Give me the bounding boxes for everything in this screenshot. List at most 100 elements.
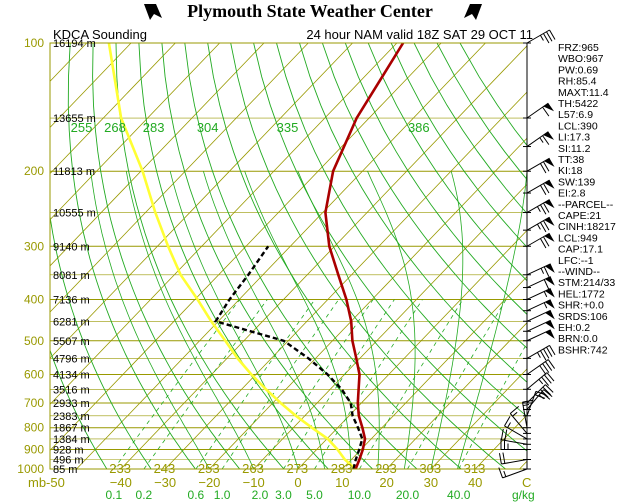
index-value: MAXT:11.4 — [558, 87, 609, 99]
mixing-ratio-label: 2.0 — [252, 488, 269, 502]
barb-staff — [504, 425, 528, 440]
wind-barb-icon — [523, 344, 556, 361]
mixing-ratio-label: 1.0 — [214, 488, 231, 502]
wind-barb-icon — [523, 309, 555, 322]
height-label: 496 m — [53, 455, 84, 467]
mixing-ratio-line — [407, 299, 507, 469]
pressure-tick-label: 800 — [24, 421, 44, 435]
dry-adiabat-line — [115, 43, 285, 469]
barb-flag — [539, 238, 547, 249]
dry-adiabat-line — [390, 43, 527, 248]
barb-flag — [504, 416, 511, 427]
barb-flag — [543, 202, 550, 213]
parcel-line — [107, 43, 357, 469]
theta-label-lower: 303 — [419, 461, 441, 476]
dry-adiabat-line — [436, 43, 527, 181]
index-value: --WIND-- — [558, 266, 600, 278]
barb-flag — [502, 452, 506, 464]
barb-flag — [547, 359, 556, 369]
height-label: 2383 m — [53, 411, 90, 423]
theta-label-upper: 255 — [71, 120, 93, 135]
barb-half-flag — [543, 291, 548, 298]
temperature-tick-label: −20 — [198, 475, 220, 490]
mixing-ratio-line — [283, 299, 395, 469]
mixing-ratio-line — [143, 299, 268, 469]
chart-series — [107, 43, 405, 469]
barb-flag — [539, 163, 547, 174]
mixing-ratio-label: 5.0 — [306, 488, 323, 502]
wind-barb-icon — [523, 179, 555, 196]
barb-flag — [522, 399, 534, 403]
mixing-ratio-label: 40.0 — [447, 488, 471, 502]
theta-label-upper: 268 — [104, 120, 126, 135]
height-label: 8081 m — [53, 270, 90, 282]
temperature-tick-label: 0 — [294, 475, 301, 490]
dewpoint-line — [213, 245, 364, 469]
barb-staff — [526, 384, 546, 404]
pressure-tick-label: 400 — [24, 292, 44, 306]
height-label: 928 m — [53, 445, 84, 457]
height-label: 11813 m — [53, 166, 95, 178]
theta-label-lower: 243 — [154, 461, 176, 476]
isotherm-line — [164, 91, 527, 469]
dry-adiabat-line — [184, 43, 418, 469]
isotherm-line — [50, 43, 265, 267]
dry-adiabat-line — [344, 43, 527, 315]
wind-barb-icon — [523, 288, 555, 300]
valid-time-label: 24 hour NAM valid 18Z SAT 29 OCT 11 — [306, 27, 533, 42]
dry-adiabat-line — [230, 43, 506, 469]
barb-pennant — [545, 288, 555, 298]
barb-half-flag — [538, 379, 544, 385]
height-label: 85 m — [53, 464, 77, 476]
temperature-tick-label: −10 — [243, 475, 265, 490]
moist-adiabat-line — [203, 171, 325, 469]
barb-staff — [526, 102, 549, 119]
barb-half-flag — [503, 470, 507, 477]
pressure-tick-label: 1000 — [17, 462, 44, 476]
isotherm-line — [50, 43, 132, 129]
index-value: PW:0.69 — [558, 64, 598, 76]
barb-staff — [509, 413, 528, 434]
barb-flag — [539, 204, 547, 215]
barb-flag — [539, 222, 547, 233]
index-value: CAP:17.1 — [558, 244, 603, 256]
barb-flag — [546, 346, 553, 357]
mixing-ratio-line — [195, 299, 316, 469]
moist-adiabat-line — [90, 171, 210, 469]
barb-staff — [521, 402, 528, 428]
isotherm-line — [76, 43, 486, 469]
wind-barb-icon — [521, 399, 534, 429]
wind-barb-icon — [523, 276, 555, 290]
moist-adiabat-line — [457, 171, 527, 469]
index-value: LCL:949 — [558, 232, 598, 244]
height-label: 16194 m — [53, 38, 96, 50]
temperature-tick-label: 40 — [468, 475, 482, 490]
wind-barb-icon — [523, 299, 555, 312]
index-value: LFC:--1 — [558, 255, 594, 267]
barb-flag — [509, 406, 520, 414]
barb-flag — [534, 394, 546, 399]
index-value: SW:139 — [558, 176, 595, 188]
barb-flag — [543, 374, 552, 384]
barb-half-flag — [507, 422, 511, 428]
barb-flag — [535, 390, 547, 396]
mixing-ratio-line — [221, 299, 340, 469]
barb-flag — [549, 29, 556, 40]
barb-flag — [543, 236, 550, 247]
isotherm-line — [50, 43, 442, 452]
barb-flag — [543, 33, 550, 44]
wind-barb-icon — [523, 319, 555, 332]
barb-pennant — [544, 158, 555, 167]
index-value: CINH:18217 — [558, 221, 616, 233]
temperature-unit-label: C — [522, 475, 531, 490]
pressure-tick-label: 300 — [24, 239, 44, 253]
index-value: FRZ:965 — [558, 42, 599, 54]
height-label: 1384 m — [53, 434, 90, 446]
barb-staff — [526, 372, 548, 390]
index-value: SRDS:106 — [558, 311, 608, 323]
theta-label-upper: 304 — [197, 120, 219, 135]
barb-flag — [540, 389, 549, 398]
wind-barb-icon — [523, 29, 556, 44]
wind-barb-icon — [523, 232, 555, 249]
moist-adiabat-line — [169, 171, 299, 469]
